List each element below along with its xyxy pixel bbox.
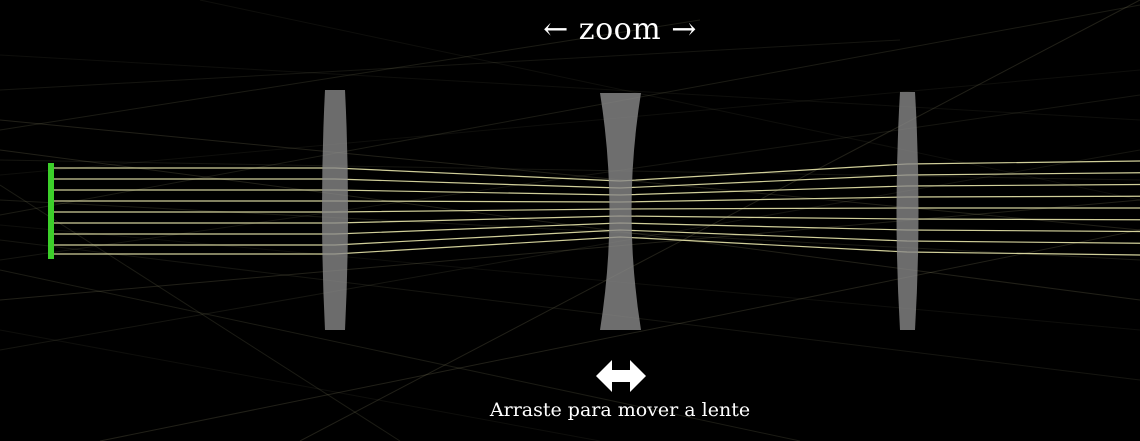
- stray-ray: [99, 229, 1140, 441]
- zoom-label: ← zoom →: [543, 12, 697, 47]
- stray-ray: [0, 269, 801, 441]
- light-ray: [54, 195, 1140, 203]
- stray-ray: [299, 0, 1140, 441]
- light-ray: [54, 236, 1140, 256]
- stray-ray: [0, 239, 1140, 381]
- stray-ray: [0, 184, 401, 441]
- double-arrow-horizontal-icon[interactable]: [596, 360, 646, 392]
- movable-concave-lens[interactable]: [600, 93, 641, 330]
- stray-ray: [0, 159, 1140, 181]
- third-convex-lens[interactable]: [896, 92, 919, 330]
- drag-hint-text: Arraste para mover a lente: [489, 399, 751, 421]
- stray-ray: [0, 149, 1140, 351]
- first-convex-lens[interactable]: [322, 90, 348, 330]
- stray-ray: [0, 329, 601, 441]
- light-ray: [54, 183, 1140, 196]
- stray-ray: [0, 199, 1140, 261]
- stray-ray: [0, 94, 1140, 261]
- stray-ray: [0, 39, 901, 91]
- object-bar: [48, 163, 54, 259]
- light-ray: [54, 215, 1140, 224]
- stray-ray: [0, 19, 701, 131]
- stray-ray: [0, 119, 1140, 231]
- stray-ray: [0, 54, 1140, 121]
- light-ray: [54, 207, 1140, 213]
- stray-ray: [0, 69, 1140, 176]
- light-ray: [54, 229, 1140, 246]
- stray-ray: [0, 4, 1140, 216]
- stray-ray: [0, 224, 1140, 331]
- stray-ray: [199, 0, 1140, 201]
- stray-ray: [0, 199, 1140, 301]
